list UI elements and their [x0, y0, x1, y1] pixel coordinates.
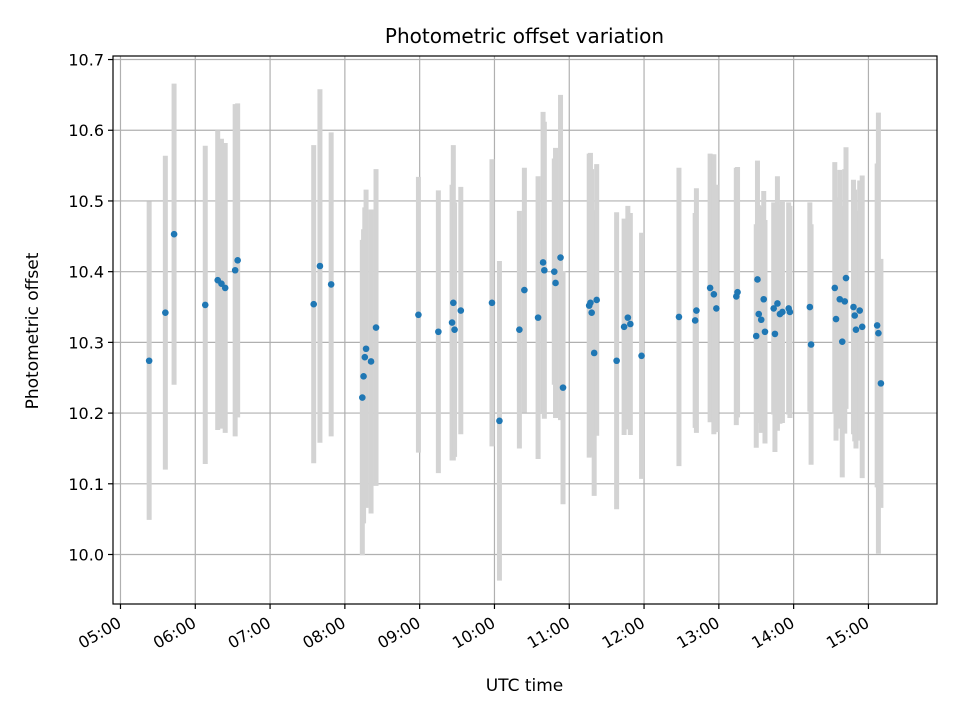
data-point	[770, 305, 777, 312]
data-point	[221, 284, 229, 292]
data-point	[627, 320, 634, 328]
data-point	[327, 281, 335, 288]
data-point	[757, 316, 765, 324]
data-point	[457, 307, 465, 314]
data-point	[552, 279, 559, 287]
data-point	[873, 322, 881, 329]
data-point	[706, 284, 714, 292]
data-point	[496, 417, 503, 425]
data-point	[620, 323, 628, 331]
data-point	[761, 328, 769, 336]
data-point	[451, 326, 458, 333]
data-point	[613, 357, 620, 365]
data-point	[550, 268, 558, 275]
data-point	[806, 303, 814, 311]
data-point	[624, 314, 632, 321]
data-point	[170, 230, 178, 238]
y-tick-label: 10.2	[68, 404, 104, 423]
data-point	[362, 345, 370, 353]
x-axis-label: UTC time	[486, 676, 564, 696]
data-point	[435, 328, 442, 336]
data-point	[360, 373, 367, 380]
data-point	[145, 357, 153, 365]
data-point	[851, 312, 859, 319]
chart-title: Photometric offset variation	[385, 24, 664, 48]
y-tick-label: 10.7	[68, 51, 104, 70]
data-point	[488, 299, 496, 307]
data-points	[145, 230, 885, 425]
data-point	[415, 311, 422, 319]
data-point	[521, 286, 528, 294]
y-axis-label: Photometric offset	[23, 252, 43, 409]
data-point	[755, 310, 763, 318]
y-tick-label: 10.4	[68, 263, 104, 282]
plot-frame	[112, 55, 938, 605]
data-point	[557, 254, 564, 261]
data-point	[877, 380, 885, 387]
data-point	[310, 300, 318, 308]
data-point	[162, 309, 169, 316]
y-tick-label: 10.1	[68, 475, 104, 494]
data-point	[831, 284, 839, 292]
data-point	[201, 301, 209, 309]
data-point	[875, 329, 882, 337]
data-point	[850, 303, 857, 311]
data-point	[856, 307, 864, 314]
data-point	[858, 323, 866, 331]
data-point	[516, 326, 523, 333]
data-point	[832, 315, 840, 323]
data-point	[559, 384, 567, 391]
data-point	[734, 288, 741, 296]
y-tick-label: 10.5	[68, 192, 104, 211]
data-point	[638, 352, 645, 360]
data-point	[807, 341, 815, 348]
data-point	[359, 394, 366, 401]
data-point	[693, 307, 700, 314]
data-point	[231, 266, 239, 274]
data-point	[691, 317, 699, 324]
data-point	[590, 349, 598, 357]
data-point	[367, 358, 375, 365]
data-point	[450, 299, 457, 307]
data-point	[842, 274, 850, 282]
data-point	[774, 300, 781, 307]
data-point	[836, 295, 844, 303]
data-point	[760, 295, 768, 303]
data-point	[372, 324, 380, 331]
y-tick-label: 10.0	[68, 546, 104, 565]
data-point	[587, 299, 594, 307]
y-tick-label: 10.3	[68, 333, 104, 352]
data-point	[752, 332, 760, 340]
data-point	[534, 314, 542, 321]
data-point	[779, 308, 786, 316]
data-point	[361, 353, 369, 361]
data-point	[539, 259, 547, 266]
data-point	[218, 280, 225, 287]
data-point	[713, 305, 720, 312]
data-point	[448, 319, 456, 326]
y-tick-label: 10.6	[68, 121, 104, 140]
data-point	[841, 298, 849, 305]
data-point	[838, 338, 846, 345]
data-point	[675, 313, 683, 321]
data-point	[234, 257, 241, 264]
data-point	[754, 276, 761, 283]
data-point	[316, 262, 324, 270]
data-point	[593, 296, 600, 304]
data-point	[771, 330, 779, 338]
data-point	[710, 290, 718, 298]
data-point	[852, 326, 860, 333]
y-axis: 10.0 10.1 10.2 10.3 10.4 10.5 10.6 10.7	[68, 51, 113, 565]
data-point	[588, 309, 595, 316]
data-point	[786, 308, 794, 316]
data-point	[541, 266, 548, 274]
